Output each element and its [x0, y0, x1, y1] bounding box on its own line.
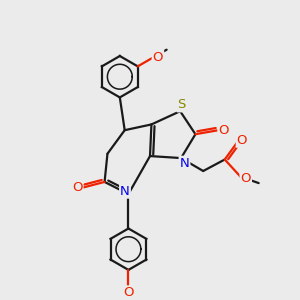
Text: O: O — [153, 51, 163, 64]
Text: O: O — [123, 286, 134, 299]
Text: N: N — [120, 184, 130, 198]
Text: O: O — [237, 134, 247, 147]
Text: N: N — [180, 157, 189, 170]
Text: O: O — [72, 181, 83, 194]
Text: O: O — [241, 172, 251, 185]
Text: S: S — [177, 98, 186, 111]
Text: O: O — [218, 124, 229, 137]
